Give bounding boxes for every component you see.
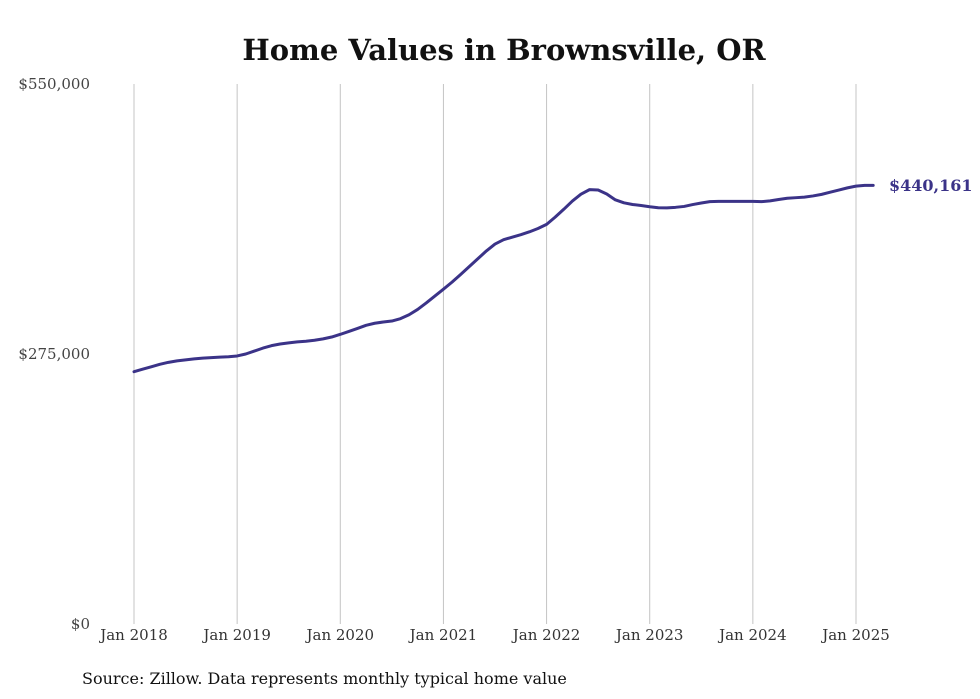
source-note: Source: Zillow. Data represents monthly … [82, 669, 567, 688]
x-tick-label: Jan 2022 [511, 626, 581, 644]
x-axis-ticks: Jan 2018 Jan 2019 Jan 2020 Jan 2021 Jan 2022… [98, 626, 890, 644]
gridlines [133, 84, 857, 624]
y-axis-ticks: $0 $275,000 $550,000 [18, 75, 90, 633]
x-tick-label: Jan 2023 [614, 626, 684, 644]
x-tick-label: Jan 2024 [717, 626, 787, 644]
series-line [132, 183, 875, 374]
x-tick-label: Jan 2019 [201, 626, 271, 644]
y-tick-label: $550,000 [18, 75, 90, 93]
y-tick-label: $275,000 [18, 345, 90, 363]
x-tick-label: Jan 2020 [305, 626, 375, 644]
x-tick-label: Jan 2021 [408, 626, 478, 644]
chart-title: Home Values in Brownsville, OR [242, 33, 766, 67]
y-tick-label: $0 [71, 615, 90, 633]
x-tick-label: Jan 2025 [820, 626, 890, 644]
end-value-label: $440,161 [889, 176, 973, 195]
x-tick-label: Jan 2018 [98, 626, 168, 644]
